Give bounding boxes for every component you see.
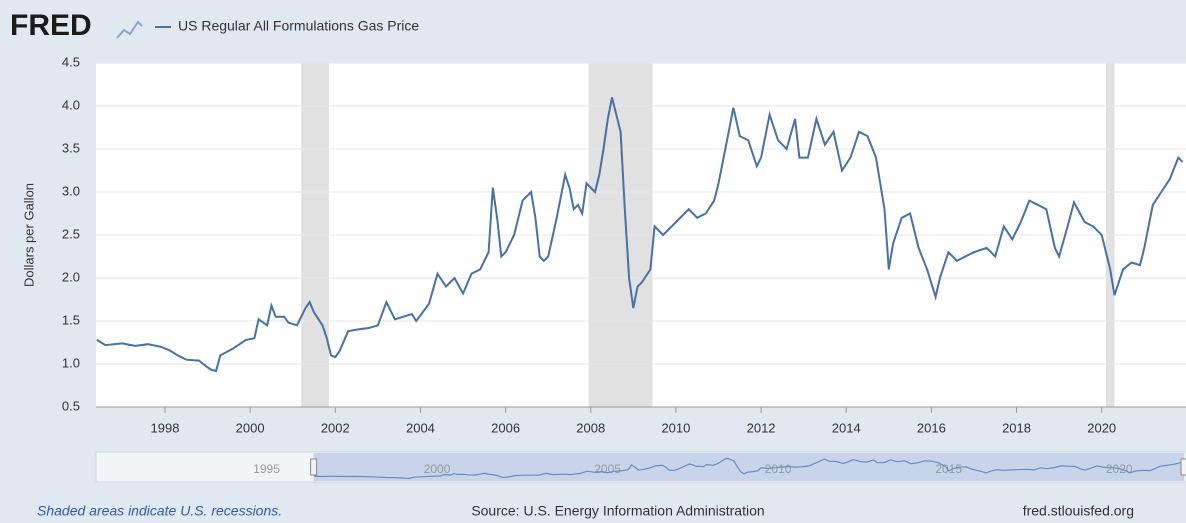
y-tick-label: 3.0 xyxy=(62,183,80,198)
y-tick-label: 4.0 xyxy=(62,97,80,112)
y-tick-label: 2.5 xyxy=(62,226,80,241)
legend-label: US Regular All Formulations Gas Price xyxy=(178,18,419,34)
x-tick-label: 2014 xyxy=(832,420,861,435)
site-link[interactable]: fred.stlouisfed.org xyxy=(1023,503,1134,519)
x-tick-label: 2018 xyxy=(1002,420,1031,435)
navigator-handle[interactable] xyxy=(1180,458,1186,476)
navigator-tick-label: 2015 xyxy=(935,462,962,476)
logo-icon xyxy=(116,20,143,39)
y-tick-label: 4.5 xyxy=(62,54,80,69)
y-tick-label: 2.0 xyxy=(62,269,80,284)
y-tick-label: 1.5 xyxy=(62,312,80,327)
y-tick-label: 0.5 xyxy=(62,398,80,413)
y-axis-label: Dollars per Gallon xyxy=(21,183,36,287)
navigator-line xyxy=(314,457,1185,480)
logo: FRED xyxy=(10,9,92,42)
navigator-tick-label: 2000 xyxy=(424,462,451,476)
x-tick-label: 2000 xyxy=(236,420,265,435)
x-tick-label: 2006 xyxy=(491,420,520,435)
navigator-selection xyxy=(313,453,1185,481)
series-line xyxy=(96,97,1184,373)
x-tick-label: 1998 xyxy=(151,420,180,435)
source: Source: U.S. Energy Information Administ… xyxy=(471,503,764,519)
recession-note: Shaded areas indicate U.S. recessions. xyxy=(37,503,282,519)
x-tick-label: 2012 xyxy=(747,420,776,435)
navigator-tick-label: 2010 xyxy=(765,462,792,476)
x-tick-label: 2008 xyxy=(576,420,605,435)
y-tick-label: 3.5 xyxy=(62,140,80,155)
x-tick-label: 2016 xyxy=(917,420,946,435)
x-tick-label: 2010 xyxy=(661,420,690,435)
x-tick-label: 2020 xyxy=(1087,420,1116,435)
x-tick-label: 2002 xyxy=(321,420,350,435)
navigator-tick-label: 2005 xyxy=(594,462,621,476)
x-tick-label: 2004 xyxy=(406,420,435,435)
navigator-handle[interactable] xyxy=(310,458,318,476)
navigator-tick-label: 2020 xyxy=(1106,462,1133,476)
navigator-tick-label: 1995 xyxy=(253,462,280,476)
y-tick-label: 1.0 xyxy=(62,355,80,370)
plot: 0.5 1.0 1.5 2.0 2.5 3.0 3.5 4.0 4.5 1998 2000 2002 2… xyxy=(62,54,1186,481)
